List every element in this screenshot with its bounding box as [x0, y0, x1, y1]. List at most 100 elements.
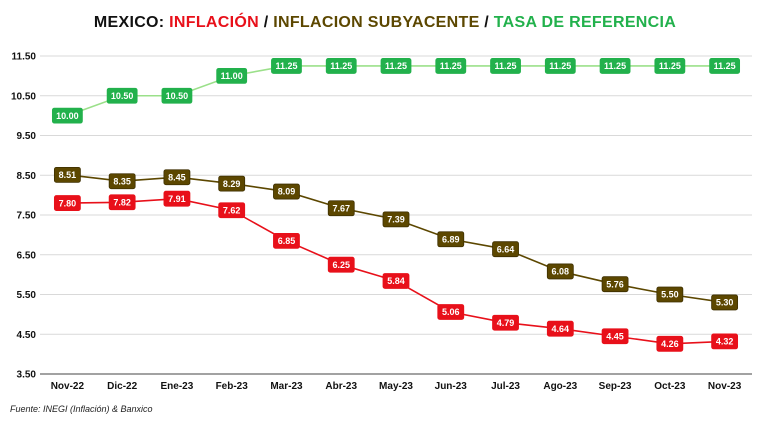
data-label-box [382, 211, 410, 228]
data-point-tasa: 11.25 [709, 58, 741, 74]
data-point-tasa: 10.00 [51, 107, 83, 124]
data-label-box [51, 107, 83, 124]
data-label: 4.32 [716, 337, 734, 347]
data-label: 11.25 [440, 61, 462, 71]
data-point-subyacente: 6.64 [492, 241, 519, 258]
title-inflacion: INFLACIÓN [169, 14, 259, 31]
data-label-box [327, 256, 355, 273]
data-label-box [106, 87, 138, 104]
data-label-box [273, 183, 300, 200]
y-tick-label: 4.50 [17, 330, 37, 341]
data-point-inflacion: 4.45 [601, 328, 629, 345]
data-label: 8.35 [113, 176, 131, 186]
x-tick-label: Mar-23 [270, 381, 303, 392]
data-label: 5.30 [716, 298, 734, 308]
data-label-box [273, 232, 300, 249]
chart-title: MEXICO: INFLACIÓN / INFLACION SUBYACENTE… [0, 14, 770, 32]
data-point-subyacente: 8.29 [218, 175, 246, 192]
data-label-box [546, 263, 574, 280]
data-label-box [709, 58, 741, 74]
data-point-inflacion: 5.84 [382, 273, 410, 289]
data-point-inflacion: 7.62 [218, 202, 246, 219]
x-tick-label: Abr-23 [325, 381, 357, 392]
data-point-inflacion: 7.80 [53, 195, 81, 211]
gridlines [40, 55, 752, 375]
y-tick-label: 3.50 [17, 370, 37, 381]
x-tick-label: Oct-23 [654, 381, 686, 392]
data-label: 10.50 [166, 91, 189, 101]
data-label: 4.26 [661, 339, 679, 349]
data-label: 4.64 [552, 324, 570, 334]
x-tick-label: Sep-23 [599, 381, 632, 392]
data-label: 7.62 [223, 205, 241, 215]
source-footnote: Fuente: INEGI (Inflación) & Banxico [10, 404, 153, 414]
data-label: 8.45 [168, 172, 186, 182]
data-point-subyacente: 8.09 [273, 183, 300, 200]
data-label: 4.45 [606, 331, 624, 341]
data-label-box [546, 320, 574, 337]
x-tick-label: Jun-23 [435, 381, 468, 392]
data-label-box [271, 58, 302, 74]
data-point-subyacente: 6.08 [546, 263, 574, 280]
data-label: 8.29 [223, 179, 241, 189]
data-label-box [544, 58, 576, 74]
data-label-box [53, 166, 81, 183]
title-separator-1: / [258, 14, 274, 31]
data-label-box [216, 67, 248, 84]
data-label: 7.80 [59, 198, 77, 208]
data-label: 4.79 [497, 318, 515, 328]
data-point-tasa: 11.25 [654, 58, 686, 74]
data-label: 11.00 [221, 71, 243, 81]
data-label: 6.64 [497, 244, 515, 254]
data-point-inflacion: 4.32 [711, 333, 739, 350]
data-label-box [711, 294, 739, 311]
title-subyacente: INFLACION SUBYACENTE [273, 14, 480, 31]
data-label-box [53, 195, 81, 211]
data-point-inflacion: 7.82 [108, 194, 136, 211]
data-point-subyacente: 6.89 [437, 231, 465, 248]
data-point-inflacion: 7.91 [163, 190, 191, 207]
data-label: 11.25 [714, 61, 736, 71]
data-label-box [656, 286, 684, 303]
data-label-box [437, 304, 465, 320]
x-tick-label: Dic-22 [107, 381, 137, 392]
data-label: 11.25 [604, 61, 626, 71]
data-point-subyacente: 8.51 [53, 166, 81, 183]
data-point-tasa: 11.25 [435, 58, 467, 74]
data-point-inflacion: 6.85 [273, 232, 300, 249]
y-tick-label: 11.50 [12, 52, 37, 63]
data-label: 7.39 [387, 215, 405, 225]
y-tick-label: 7.50 [17, 211, 37, 222]
data-label-box [382, 273, 410, 289]
data-label-box [325, 58, 357, 74]
data-label: 5.76 [606, 279, 624, 289]
data-label: 10.50 [111, 91, 134, 101]
data-point-subyacente: 8.45 [163, 169, 191, 186]
data-label-box [599, 58, 631, 74]
axes: 3.50 4.50 5.50 6.50 7.50 8.50 9.50 10.50 11.50 No… [11, 52, 752, 392]
y-tick-label: 6.50 [17, 250, 37, 261]
y-tick-label: 9.50 [17, 131, 37, 142]
title-tasa: TASA DE REFERENCIA [493, 14, 677, 31]
title-separator-2: / [479, 14, 494, 31]
data-label-box [492, 314, 519, 331]
data-label: 11.25 [330, 61, 352, 71]
data-label: 6.25 [332, 260, 350, 270]
data-label-box [108, 194, 136, 211]
data-point-inflacion: 4.79 [492, 314, 519, 331]
data-label-box [163, 169, 191, 186]
data-label: 5.50 [661, 290, 679, 300]
title-country: MEXICO: [93, 14, 170, 31]
x-tick-label: Nov-23 [708, 381, 742, 392]
data-label-box [161, 87, 193, 104]
data-point-subyacente: 5.30 [711, 294, 739, 311]
data-point-tasa: 11.25 [544, 58, 576, 74]
data-label-box [163, 190, 191, 207]
data-label-box [108, 173, 136, 190]
data-point-tasa: 11.25 [380, 58, 412, 74]
y-tick-label: 8.50 [17, 171, 37, 182]
data-label-box [435, 58, 467, 74]
data-label: 7.82 [113, 197, 131, 207]
data-label-box [492, 241, 519, 258]
data-label-box [380, 58, 412, 74]
